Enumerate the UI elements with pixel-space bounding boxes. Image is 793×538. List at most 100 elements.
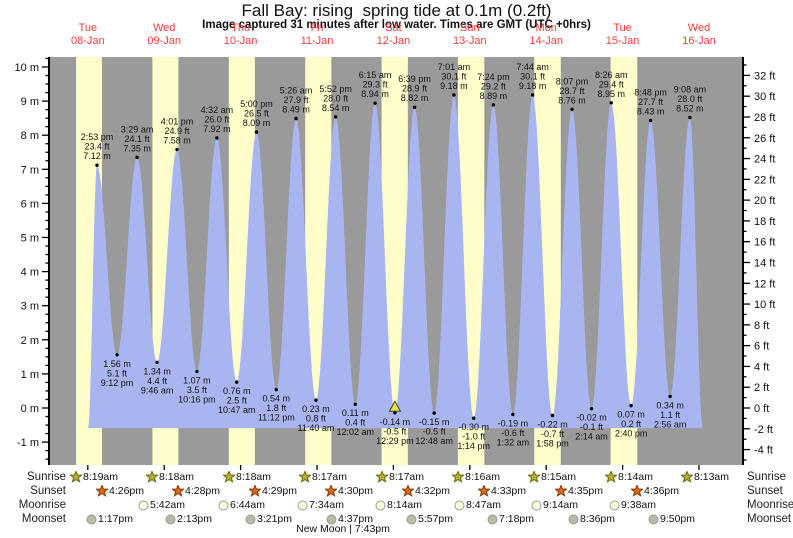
day-date-label: 14-Jan — [529, 35, 563, 47]
tide-point-dot — [254, 130, 259, 134]
sunrise-star-icon — [223, 471, 235, 483]
tide-curve-area — [88, 95, 703, 429]
tide-high-label: 6:39 pm 28.9 ft 8.82 m — [398, 74, 431, 103]
moonset-entry: 5:57pm — [406, 513, 453, 525]
tide-point-dot — [452, 93, 456, 97]
sunset-entry: 4:29pm — [249, 485, 297, 497]
tide-point-dot — [570, 107, 574, 111]
right-axis-tick-label: 28 ft — [754, 112, 775, 124]
day-date-label: 13-Jan — [453, 35, 487, 47]
sunset-time: 4:33pm — [491, 485, 527, 497]
sunrise-time: 8:15am — [541, 471, 577, 483]
moonrise-time: 8:47am — [466, 499, 502, 511]
right-axis-tick-label: 6 ft — [754, 341, 769, 353]
tide-high-label: 9:08 am 28.0 ft 8.52 m — [674, 84, 707, 113]
sunrise-star-icon — [605, 471, 617, 483]
sunset-entry: 4:33pm — [478, 485, 526, 497]
sunrise-time: 8:18am — [236, 471, 272, 483]
moonset-time: 9:50pm — [660, 513, 696, 525]
left-axis-tick-label: 9 m — [21, 96, 39, 108]
row-label-sunrise-right: Sunrise — [747, 471, 786, 483]
sunset-star-icon — [631, 485, 643, 497]
moonset-moon-icon — [165, 514, 176, 524]
tide-low-label: -0.19 m -0.6 ft 1:32 am — [497, 418, 530, 447]
right-axis-tick-label: -4 ft — [754, 445, 773, 457]
right-axis-tick-label: 14 ft — [754, 257, 775, 269]
tide-high-label: 7:01 am 30.1 ft 9.18 m — [438, 62, 471, 91]
right-axis-tick-label: 4 ft — [754, 361, 769, 373]
moonrise-entry: 8:14am — [375, 499, 422, 511]
tide-point-dot — [609, 101, 613, 105]
day-date-label: 16-Jan — [682, 35, 716, 47]
sunrise-time: 8:14am — [618, 471, 654, 483]
day-date-label: 11-Jan — [301, 35, 334, 47]
moonset-entry: 4:37pm — [326, 513, 373, 525]
tide-point-dot — [353, 402, 357, 406]
sunrise-entry: 8:16am — [452, 471, 500, 483]
row-label-moonset-left: Moonset — [21, 513, 66, 525]
tide-point-dot — [95, 163, 99, 167]
day-date-label: 09-Jan — [147, 35, 181, 47]
sunrise-time: 8:16am — [465, 471, 501, 483]
tide-high-label: 6:15 am 29.3 ft 8.94 m — [359, 70, 392, 99]
moonset-time: 4:37pm — [338, 513, 374, 525]
moonrise-moon-icon — [375, 500, 386, 510]
sunset-time: 4:30pm — [338, 485, 374, 497]
moonset-moon-icon — [487, 514, 498, 524]
moonset-time: 8:36pm — [580, 513, 616, 525]
moonrise-moon-icon — [609, 500, 620, 510]
moonset-entry: 8:36pm — [568, 513, 615, 525]
tide-low-label: 1.07 m 3.5 ft 10:16 pm — [178, 376, 216, 405]
moonset-time: 1:17pm — [98, 513, 134, 525]
sunrise-entry: 8:19am — [70, 471, 118, 483]
right-axis-tick-label: 20 ft — [754, 195, 775, 207]
sunset-entry: 4:28pm — [172, 485, 220, 497]
tide-low-label: 0.34 m 1.1 ft 2:56 am — [654, 400, 687, 429]
day-name-label: Wed — [688, 22, 710, 34]
tide-point-dot — [155, 360, 159, 365]
tide-low-label: -0.14 m -0.5 ft 12:29 pm — [376, 417, 414, 446]
tide-point-dot — [412, 105, 417, 109]
current-time-marker-icon — [388, 400, 402, 412]
moonrise-moon-icon — [138, 500, 149, 510]
sunrise-time: 8:19am — [83, 471, 119, 483]
tide-point-dot — [393, 411, 397, 415]
day-name-label: Tue — [613, 22, 632, 34]
sunrise-time: 8:13am — [694, 471, 730, 483]
tide-low-label: 1.34 m 4.4 ft 9:46 am — [141, 366, 174, 395]
moonrise-time: 8:14am — [387, 499, 423, 511]
left-axis-tick-label: 6 m — [21, 198, 39, 210]
sunrise-time: 8:17am — [389, 471, 425, 483]
tide-low-label: -0.30 m -1.0 ft 1:14 pm — [457, 422, 490, 451]
moonrise-moon-icon — [454, 500, 465, 510]
right-axis-tick-label: 8 ft — [754, 320, 769, 332]
row-label-moonrise-right: Moonrise — [747, 499, 793, 511]
moonrise-time: 9:38am — [621, 499, 657, 511]
sunset-time: 4:28pm — [185, 485, 221, 497]
left-axis-tick-label: 3 m — [21, 301, 39, 313]
sunset-star-icon — [172, 485, 184, 497]
day-name-label: Wed — [153, 22, 175, 34]
right-axis-tick-label: 16 ft — [754, 237, 775, 249]
right-axis-tick-label: 0 ft — [754, 403, 769, 415]
tide-point-dot — [471, 416, 476, 420]
tide-high-label: 8:07 pm 28.7 ft 8.76 m — [556, 76, 589, 105]
tide-low-label: 0.07 m 0.2 ft 2:40 pm — [615, 410, 648, 439]
chart-subtitle: Image captured 31 minutes after low wate… — [202, 19, 591, 31]
row-label-sunrise-left: Sunrise — [27, 471, 66, 483]
tide-high-label: 4:32 am 26.0 ft 7.92 m — [201, 105, 234, 134]
tide-high-label: 7:24 pm 29.2 ft 8.89 m — [477, 72, 510, 101]
tide-point-dot — [235, 380, 239, 384]
right-axis-tick-label: 2 ft — [754, 382, 769, 394]
tide-high-label: 3:29 am 24.1 ft 7.35 m — [121, 124, 154, 153]
tide-point-dot — [195, 369, 199, 374]
sunset-star-icon — [402, 485, 414, 497]
moonrise-moon-icon — [218, 500, 229, 510]
row-label-moonrise-left: Moonrise — [18, 499, 66, 511]
sunrise-entry: 8:18am — [146, 471, 194, 483]
moonrise-time: 6:44am — [230, 499, 266, 511]
moonset-moon-icon — [648, 514, 659, 524]
moonset-time: 5:57pm — [418, 513, 454, 525]
day-name-label: Fri — [311, 22, 324, 34]
sunset-entry: 4:30pm — [325, 485, 373, 497]
